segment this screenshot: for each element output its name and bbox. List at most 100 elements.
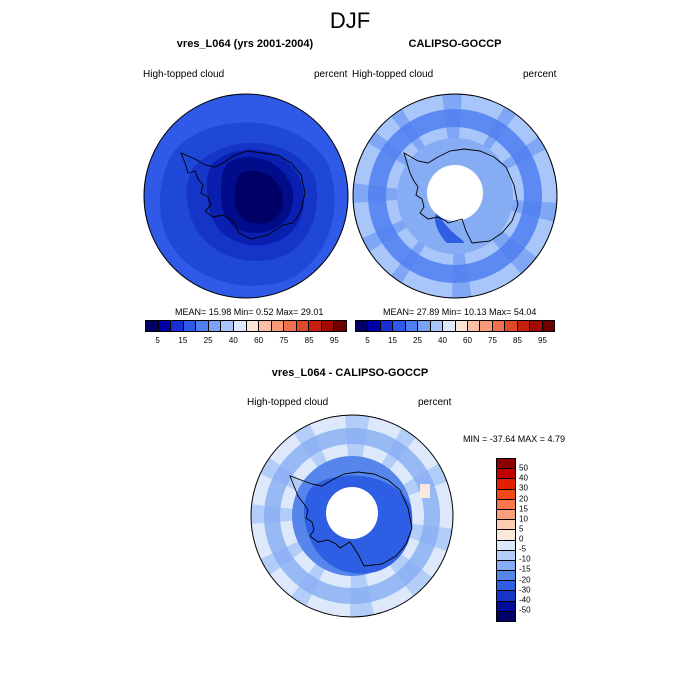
colorbar-tick-label: 15 [519,504,528,514]
colorbar-swatch [334,321,346,331]
colorbar-swatch [517,321,531,331]
colorbar-swatch [418,321,431,331]
panel1-colorbar [145,320,347,332]
panel2-units-label: percent [523,69,557,80]
colorbar-swatch [259,321,272,331]
colorbar-swatch [368,321,381,331]
colorbar-swatch [221,321,234,331]
colorbar-swatch [171,321,184,331]
colorbar-swatch [497,550,515,561]
colorbar-tick-label: 40 [228,336,238,345]
colorbar-tick-label: 15 [388,336,397,345]
colorbar-swatch [455,321,468,331]
colorbar-swatch [296,321,310,331]
colorbar-tick-label: -10 [519,554,531,564]
panel2-polar-map [352,93,558,299]
panel3-units-label: percent [418,397,452,408]
panel3-stats: MIN = -37.64 MAX = 4.79 [463,434,566,444]
colorbar-swatch [246,321,260,331]
colorbar-tick-label: 95 [538,336,547,345]
colorbar-swatch [183,321,197,331]
colorbar-swatch [146,321,159,331]
colorbar-swatch [497,489,515,500]
colorbar-tick-label: 5 [365,336,370,345]
colorbar-swatch [208,321,222,331]
colorbar-swatch [405,321,419,331]
panel3-colorbar-labels: 50 40 30 20 15 10 5 0 -5 -10 -15 -20 -30 -40 -50 [519,458,549,620]
colorbar-tick-label: 85 [513,336,522,345]
colorbar-tick-label: 15 [178,336,188,345]
colorbar-swatch [467,321,481,331]
panel2-variable-label: High-topped cloud [352,69,434,80]
colorbar-swatch [393,321,406,331]
colorbar-swatch [430,321,444,331]
colorbar-tick-label: 20 [519,494,528,503]
colorbar-swatch [542,321,554,331]
panel1-stats: MEAN= 15.98 Min= 0.52 Max= 29.01 [175,307,324,317]
colorbar-tick-label: -20 [519,575,531,584]
colorbar-tick-label: 5 [519,524,524,534]
panel1-variable-label: High-topped cloud [143,69,225,80]
colorbar-swatch [497,499,515,510]
panel2-stats: MEAN= 27.89 Min= 10.13 Max= 54.04 [383,307,537,317]
panel2-colorbar-labels: 5 15 25 40 60 75 85 95 [355,336,553,348]
colorbar-swatch [497,560,515,572]
colorbar-swatch [497,540,515,551]
colorbar-tick-label: 60 [463,336,472,345]
colorbar-tick-label: 40 [519,473,528,483]
page-title: DJF [329,8,371,33]
colorbar-swatch [530,321,543,331]
colorbar-tick-label: 75 [279,336,289,345]
colorbar-tick-label: -40 [519,595,531,605]
colorbar-tick-label: 40 [438,336,447,345]
colorbar-swatch [196,321,209,331]
colorbar-swatch [356,321,369,331]
panel2-title: CALIPSO-GOCCP [408,38,502,50]
colorbar-tick-label: -15 [519,564,531,574]
colorbar-swatch [497,469,515,480]
colorbar-swatch [497,459,515,470]
colorbar-tick-label: 5 [155,336,160,345]
panel1-title: vres_L064 (yrs 2001-2004) [176,38,314,50]
colorbar-swatch [492,321,506,331]
colorbar-tick-label: 0 [519,534,524,544]
colorbar-tick-label: 30 [519,483,528,493]
panel1-colorbar-labels: 5 15 25 40 60 75 85 95 [145,336,345,348]
colorbar-swatch [497,509,515,521]
panel3-title: vres_L064 - CALIPSO-GOCCP [271,367,429,379]
colorbar-tick-label: -50 [519,605,531,615]
colorbar-swatch [497,581,515,592]
panel1-units-label: percent [314,69,348,80]
colorbar-swatch [233,321,247,331]
colorbar-tick-label: 95 [329,336,339,345]
panel3-colorbar [496,458,516,622]
colorbar-swatch [497,601,515,612]
colorbar-swatch [380,321,394,331]
colorbar-tick-label: -5 [519,544,527,554]
colorbar-swatch [497,479,515,490]
colorbar-swatch [158,321,172,331]
colorbar-swatch [497,530,515,541]
colorbar-tick-label: 25 [203,336,213,345]
colorbar-swatch [480,321,493,331]
colorbar-swatch [497,571,515,582]
panel3-polar-map [250,414,454,618]
colorbar-swatch [321,321,335,331]
colorbar-tick-label: 50 [519,463,528,473]
colorbar-swatch [309,321,322,331]
colorbar-tick-label: 85 [304,336,314,345]
panel3-variable-label: High-topped cloud [247,397,329,408]
colorbar-tick-label: 10 [519,514,528,524]
panel1-polar-map [143,93,349,299]
colorbar-tick-label: 75 [488,336,497,345]
colorbar-swatch [497,591,515,602]
colorbar-swatch [443,321,456,331]
colorbar-swatch [505,321,518,331]
colorbar-swatch [497,520,515,531]
colorbar-swatch [284,321,297,331]
colorbar-tick-label: 60 [254,336,264,345]
colorbar-tick-label: 25 [413,336,422,345]
panel2-colorbar [355,320,555,332]
colorbar-tick-label: -30 [519,585,531,595]
colorbar-swatch [271,321,285,331]
